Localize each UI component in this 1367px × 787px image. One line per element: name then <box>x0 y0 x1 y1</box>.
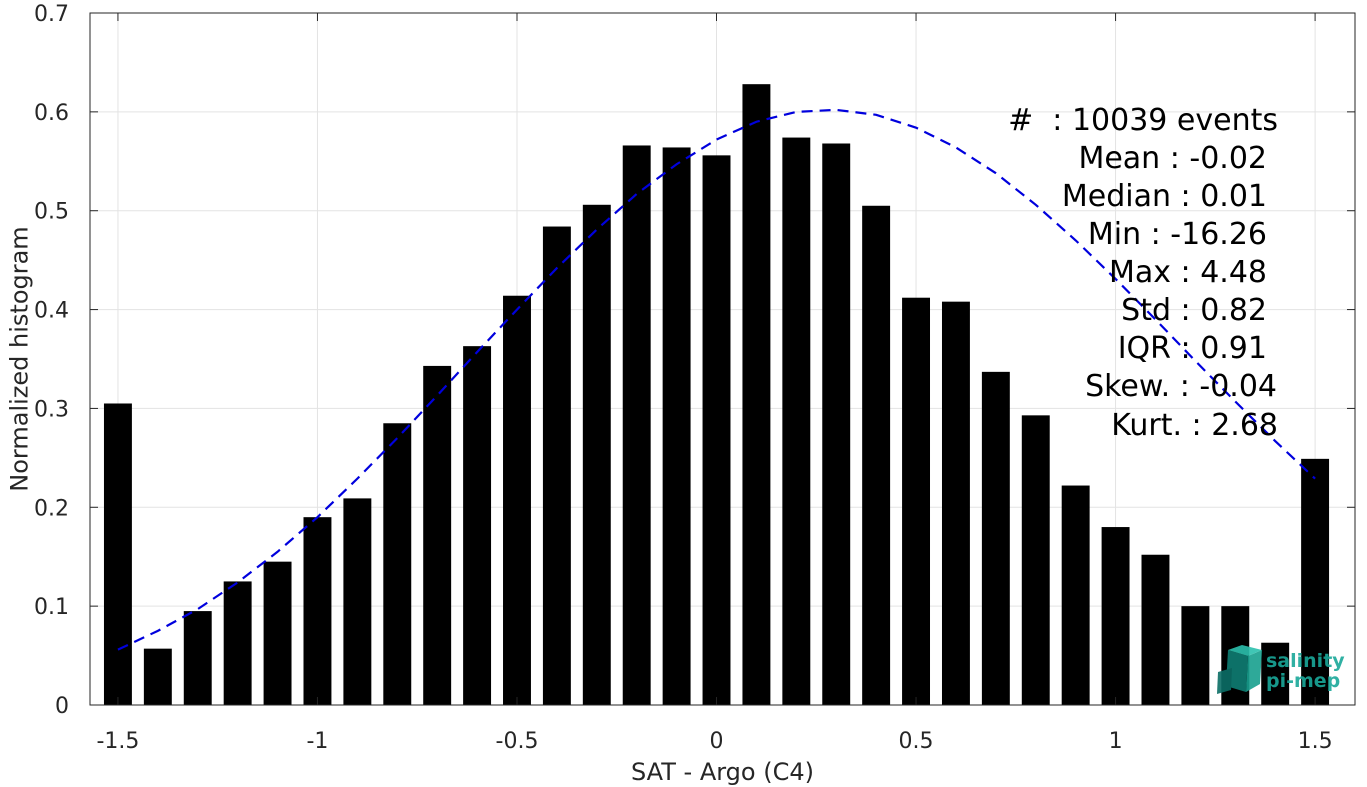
y-tick-label: 0.3 <box>34 397 69 422</box>
y-tick-label: 0 <box>55 694 69 719</box>
x-tick-label: 0.5 <box>899 729 934 754</box>
histogram-bar <box>1261 642 1290 705</box>
histogram-bar <box>662 147 691 706</box>
histogram-bar <box>1021 415 1050 705</box>
stat-std: Std : 0.82 <box>1121 293 1267 328</box>
x-tick-label: -1.5 <box>96 729 139 754</box>
histogram-bar <box>303 517 332 705</box>
histogram-bar <box>1061 485 1090 705</box>
histogram-bar <box>263 561 292 705</box>
salinity-pimep-logo: salinity pi-mep <box>1217 645 1345 694</box>
x-tick-label: 1.5 <box>1298 729 1333 754</box>
logo-text-line2: pi-mep <box>1266 670 1340 692</box>
histogram-bar <box>542 226 571 705</box>
stat-median: Median : 0.01 <box>1062 179 1267 214</box>
fit-curve-layer <box>117 108 1316 651</box>
histogram-bar <box>423 365 452 705</box>
histogram-bar <box>1301 458 1330 705</box>
stat-min: Min : -16.26 <box>1088 217 1267 252</box>
histogram-bar <box>1181 606 1210 705</box>
y-axis-title: Normalized histogram <box>5 226 33 491</box>
histogram-bar <box>1141 554 1170 705</box>
histogram-bar <box>702 155 731 706</box>
histogram-bar <box>582 204 611 706</box>
histogram-bar <box>1101 527 1130 705</box>
stat-skew: Skew. : -0.04 <box>1085 369 1277 404</box>
fit-curve-line <box>117 108 1316 651</box>
stat-mean: Mean : -0.02 <box>1078 141 1267 176</box>
y-tick-label: 0.4 <box>34 299 69 324</box>
histogram-bar <box>981 371 1010 705</box>
y-tick-label: 0.2 <box>34 496 69 521</box>
y-tick-label: 0.1 <box>34 595 69 620</box>
stat-events: # : 10039 events <box>1008 103 1278 138</box>
histogram-bar <box>103 403 132 705</box>
x-tick-label: 0 <box>710 729 724 754</box>
stat-max: Max : 4.48 <box>1109 255 1267 290</box>
y-tick-label: 0.5 <box>34 200 69 225</box>
statistics-annotation: # : 10039 events Mean : -0.02 Median : 0… <box>1008 103 1278 443</box>
histogram-bar <box>742 84 771 706</box>
x-axis-title: SAT - Argo (C4) <box>631 758 814 786</box>
histogram-bar <box>782 137 811 705</box>
stat-kurt: Kurt. : 2.68 <box>1111 408 1278 443</box>
histogram-bar <box>383 423 412 705</box>
histogram-bar <box>223 581 252 705</box>
histogram-bar <box>941 301 970 705</box>
histogram-bar <box>503 295 531 705</box>
axis-ticks <box>90 12 1355 706</box>
tick-labels: -1.5 -1 -0.5 0 0.5 1 1.5 0 0.1 0.2 0.3 0.4 0.5 0.6 0.7 <box>34 2 1333 754</box>
plot-frame <box>89 12 1356 706</box>
x-tick-label: -1 <box>306 729 328 754</box>
logo-cube-icon <box>1217 645 1262 694</box>
histogram-bar <box>343 498 372 705</box>
histogram-bar <box>822 143 851 705</box>
histogram-bar <box>862 205 891 705</box>
x-tick-label: 1 <box>1109 729 1123 754</box>
histogram-bar <box>183 611 212 705</box>
histogram-bar <box>622 145 651 705</box>
y-tick-label: 0.7 <box>34 2 69 27</box>
x-tick-label: -0.5 <box>496 729 539 754</box>
y-tick-label: 0.6 <box>34 101 69 126</box>
histogram-bars <box>103 84 1330 706</box>
histogram-bar <box>463 346 492 705</box>
histogram-bar <box>143 648 172 705</box>
histogram-bar <box>902 297 931 705</box>
stat-iqr: IQR : 0.91 <box>1118 331 1267 366</box>
logo-text-line1: salinity <box>1266 650 1345 672</box>
